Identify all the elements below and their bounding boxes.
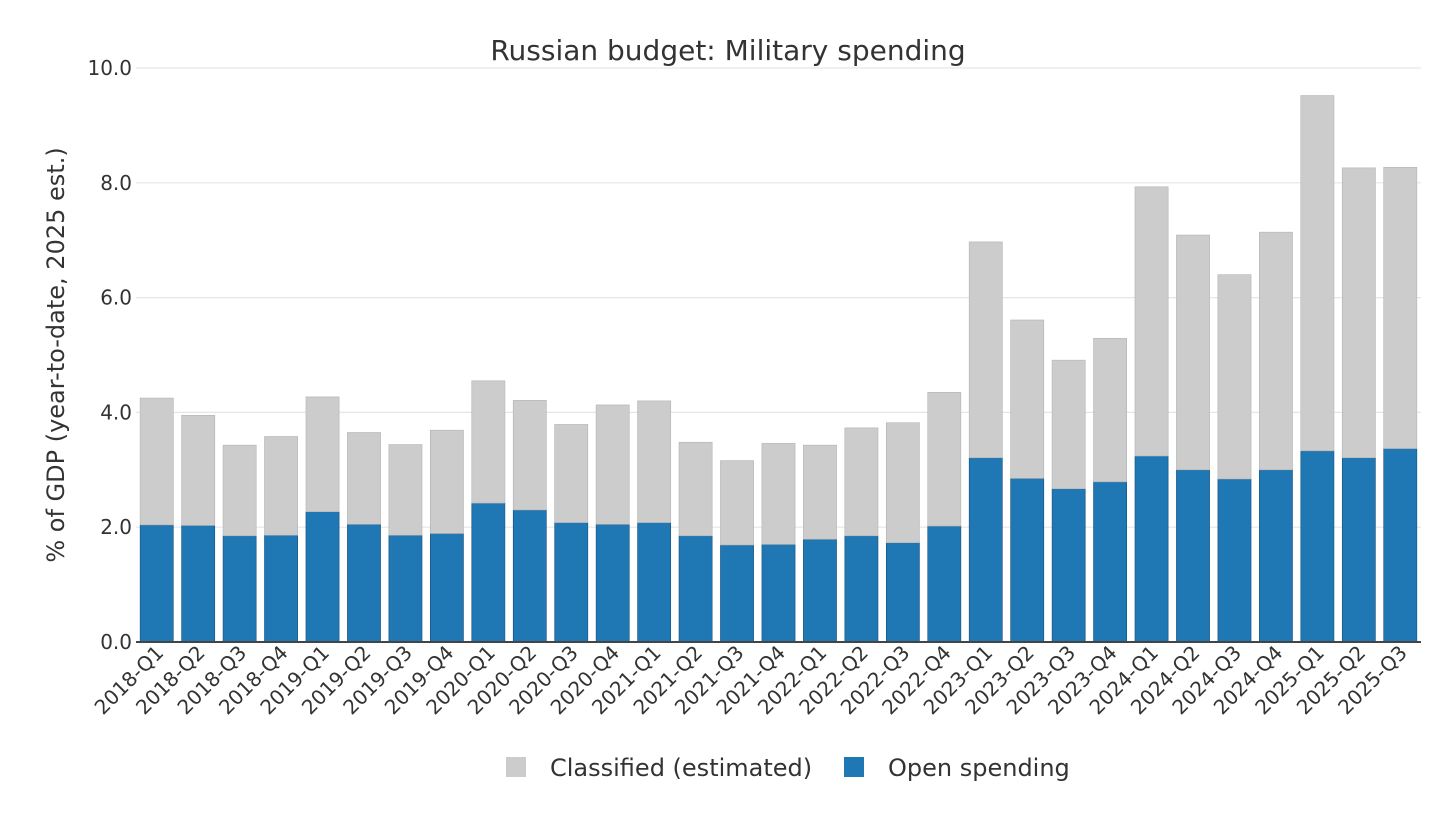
bar-classified-2021-Q4 <box>761 443 796 545</box>
bar-open-spending-2021-Q3 <box>720 544 754 643</box>
y-tick-label: 0.0 <box>100 630 132 654</box>
bar-open-spending-2023-Q1 <box>968 457 1003 643</box>
bar-open-spending-2020-Q4 <box>595 524 630 643</box>
bar-classified-2023-Q1 <box>968 241 1003 459</box>
bar-open-spending-2024-Q4 <box>1259 469 1293 643</box>
bar-classified-2021-Q2 <box>678 441 713 537</box>
bar-classified-2020-Q4 <box>595 404 630 525</box>
bar-open-spending-2020-Q2 <box>512 509 547 643</box>
bar-series <box>139 95 1418 643</box>
legend-label-open-spending: Open spending <box>888 754 1070 782</box>
bar-open-spending-2025-Q3 <box>1383 448 1418 643</box>
bar-classified-2020-Q3 <box>554 424 589 523</box>
bar-classified-2024-Q4 <box>1259 231 1293 471</box>
bar-classified-2021-Q1 <box>637 400 672 523</box>
bar-open-spending-2024-Q1 <box>1134 455 1169 643</box>
legend-label-classified: Classified (estimated) <box>550 754 812 782</box>
bar-open-spending-2021-Q1 <box>637 522 672 643</box>
bar-classified-2019-Q4 <box>430 429 464 534</box>
bar-open-spending-2024-Q2 <box>1176 469 1210 643</box>
bar-classified-2018-Q1 <box>139 397 174 526</box>
bar-open-spending-2025-Q1 <box>1300 450 1335 643</box>
bar-classified-2023-Q4 <box>1093 338 1127 483</box>
legend-swatch-open-spending <box>844 757 864 777</box>
bar-open-spending-2019-Q1 <box>305 511 340 643</box>
bar-open-spending-2019-Q4 <box>430 533 464 643</box>
bar-classified-2022-Q1 <box>803 444 837 540</box>
y-tick-label: 6.0 <box>100 286 132 310</box>
y-tick-label: 4.0 <box>100 400 132 424</box>
y-axis-ticks: 0.0 2.0 4.0 6.0 8.0 10.0 <box>87 56 132 654</box>
y-tick-label: 2.0 <box>100 515 132 539</box>
bar-classified-2025-Q1 <box>1300 95 1335 452</box>
bar-open-spending-2022-Q2 <box>844 535 879 643</box>
y-axis-label: % of GDP (year-to-date, 2025 est.) <box>42 147 70 562</box>
bar-open-spending-2022-Q1 <box>803 538 837 643</box>
bar-open-spending-2022-Q4 <box>927 525 962 643</box>
bar-classified-2019-Q3 <box>388 444 423 536</box>
bar-classified-2019-Q2 <box>347 432 381 525</box>
bar-classified-2023-Q2 <box>1010 319 1045 479</box>
bar-classified-2019-Q1 <box>305 396 340 513</box>
bar-classified-2024-Q2 <box>1176 234 1210 471</box>
bar-classified-2022-Q3 <box>885 422 920 543</box>
y-tick-label: 10.0 <box>87 56 132 80</box>
chart-title: Russian budget: Military spending <box>490 34 965 67</box>
bar-open-spending-2023-Q2 <box>1010 478 1045 643</box>
bar-open-spending-2023-Q4 <box>1093 481 1127 643</box>
y-tick-label: 8.0 <box>100 171 132 195</box>
bar-open-spending-2024-Q3 <box>1217 478 1252 643</box>
bar-open-spending-2019-Q2 <box>347 524 381 643</box>
bar-open-spending-2021-Q2 <box>678 535 713 643</box>
bar-open-spending-2018-Q4 <box>264 534 298 643</box>
bar-classified-2022-Q2 <box>844 427 879 537</box>
bar-open-spending-2019-Q3 <box>388 534 423 643</box>
bar-open-spending-2023-Q3 <box>1051 488 1086 643</box>
bar-classified-2023-Q3 <box>1051 359 1086 490</box>
bar-classified-2024-Q3 <box>1217 274 1252 480</box>
bar-open-spending-2018-Q2 <box>181 525 216 643</box>
bar-classified-2024-Q1 <box>1134 186 1169 457</box>
legend-swatch-classified <box>506 757 526 777</box>
bar-open-spending-2022-Q3 <box>885 542 920 643</box>
bar-classified-2020-Q2 <box>512 400 547 511</box>
bar-classified-2022-Q4 <box>927 392 962 527</box>
bar-open-spending-2018-Q1 <box>139 524 174 643</box>
bar-open-spending-2018-Q3 <box>222 535 257 643</box>
bar-classified-2018-Q3 <box>222 444 257 537</box>
x-axis-ticks: 2018-Q12018-Q22018-Q32018-Q42019-Q12019-… <box>90 641 1412 720</box>
bar-open-spending-2025-Q2 <box>1341 457 1376 643</box>
bar-classified-2018-Q4 <box>264 436 298 536</box>
bar-open-spending-2020-Q1 <box>471 502 506 643</box>
legend: Classified (estimated) Open spending <box>506 754 1070 782</box>
bar-open-spending-2020-Q3 <box>554 522 589 643</box>
bar-classified-2020-Q1 <box>471 380 506 504</box>
bar-classified-2025-Q2 <box>1341 167 1376 459</box>
bar-classified-2018-Q2 <box>181 414 216 526</box>
bar-classified-2025-Q3 <box>1383 167 1418 449</box>
bar-classified-2021-Q3 <box>720 460 754 546</box>
bar-open-spending-2021-Q4 <box>761 544 796 643</box>
